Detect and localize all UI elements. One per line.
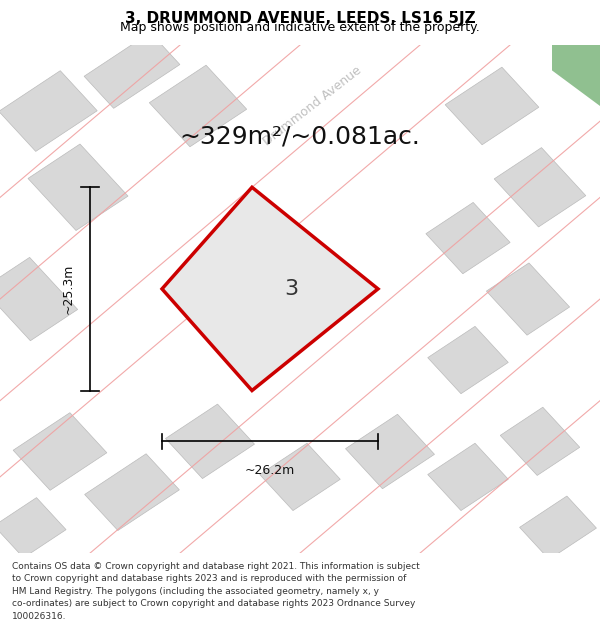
Polygon shape: [84, 32, 180, 108]
Polygon shape: [28, 144, 128, 231]
Polygon shape: [552, 45, 600, 106]
Text: co-ordinates) are subject to Crown copyright and database rights 2023 Ordnance S: co-ordinates) are subject to Crown copyr…: [12, 599, 415, 609]
Polygon shape: [85, 454, 179, 531]
Text: ~25.3m: ~25.3m: [62, 264, 75, 314]
Text: 3, DRUMMOND AVENUE, LEEDS, LS16 5JZ: 3, DRUMMOND AVENUE, LEEDS, LS16 5JZ: [125, 11, 475, 26]
Polygon shape: [260, 443, 340, 511]
Polygon shape: [166, 404, 254, 479]
Text: Contains OS data © Crown copyright and database right 2021. This information is : Contains OS data © Crown copyright and d…: [12, 562, 420, 571]
Polygon shape: [494, 148, 586, 227]
Polygon shape: [520, 496, 596, 559]
Polygon shape: [445, 67, 539, 145]
Polygon shape: [0, 498, 66, 558]
Polygon shape: [487, 263, 569, 335]
Text: 100026316.: 100026316.: [12, 612, 67, 621]
Polygon shape: [149, 65, 247, 147]
Polygon shape: [428, 443, 508, 511]
Text: HM Land Registry. The polygons (including the associated geometry, namely x, y: HM Land Registry. The polygons (includin…: [12, 587, 379, 596]
Polygon shape: [428, 326, 508, 394]
Polygon shape: [0, 258, 77, 341]
Text: to Crown copyright and database rights 2023 and is reproduced with the permissio: to Crown copyright and database rights 2…: [12, 574, 406, 583]
Text: 3: 3: [284, 279, 298, 299]
Polygon shape: [500, 408, 580, 476]
Polygon shape: [0, 71, 97, 151]
Text: Drummond Avenue: Drummond Avenue: [260, 64, 364, 148]
Text: Map shows position and indicative extent of the property.: Map shows position and indicative extent…: [120, 21, 480, 34]
Text: ~26.2m: ~26.2m: [245, 464, 295, 478]
Polygon shape: [346, 414, 434, 489]
Text: ~329m²/~0.081ac.: ~329m²/~0.081ac.: [179, 124, 421, 149]
Polygon shape: [13, 412, 107, 490]
Polygon shape: [426, 202, 510, 274]
Polygon shape: [162, 188, 378, 391]
